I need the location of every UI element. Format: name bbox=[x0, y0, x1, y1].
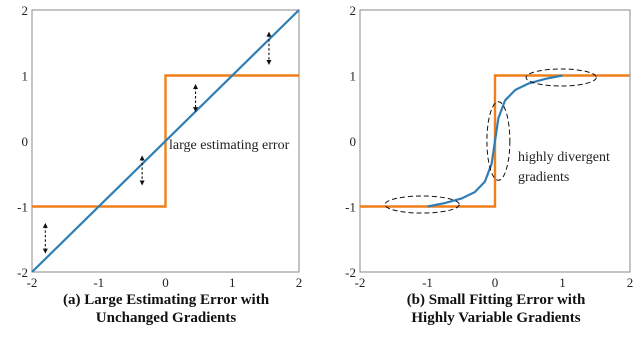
panel-b-x-tick-label: 1 bbox=[559, 275, 566, 290]
panel-a-error-arrow-head-up bbox=[266, 31, 272, 37]
panel-a-y-tick-label: 0 bbox=[22, 134, 29, 149]
panel-a-estimator-curve bbox=[31, 9, 300, 273]
panel-a-annotation: large estimating error bbox=[169, 138, 290, 153]
panel-b-y-tick-label: -1 bbox=[345, 200, 356, 215]
panel-a-error-arrow-head-up bbox=[139, 155, 145, 161]
panel-b-caption-line2: Highly Variable Gradients bbox=[411, 310, 580, 326]
panel-a-error-arrow-head-up bbox=[42, 222, 48, 228]
panel-b-frame bbox=[359, 9, 631, 273]
panel-a-y-tick-label: 1 bbox=[22, 69, 29, 84]
panel-b-x-tick-label: -1 bbox=[422, 275, 433, 290]
panel-a-x-tick-label: 2 bbox=[296, 275, 303, 290]
panel-a-error-arrow-head-down bbox=[42, 248, 48, 254]
panel-b-y-tick-label: 1 bbox=[350, 69, 357, 84]
panel-a-x-tick-label: 1 bbox=[229, 275, 236, 290]
panel-a-error-arrow-head-down bbox=[193, 107, 199, 113]
panel-a-error-arrow-head-down bbox=[266, 60, 272, 66]
panel-a-error-arrow-head-up bbox=[193, 84, 199, 90]
panel-b-highlight-ellipse bbox=[384, 195, 460, 214]
panel-b-x-tick-label: 2 bbox=[627, 275, 634, 290]
panel-b-caption-line1: (b) Small Fitting Error with bbox=[407, 292, 586, 308]
panel-a-x-tick-label: -1 bbox=[93, 275, 104, 290]
panel-b-annotation-line1: highly divergent bbox=[518, 150, 610, 165]
panel-a-error-arrow bbox=[139, 155, 145, 186]
panel-b-highlight-ellipse bbox=[525, 68, 597, 87]
panel-a-error-arrow bbox=[42, 222, 48, 254]
panel-a-error-arrow bbox=[193, 84, 199, 113]
panel-b-y-tick-label: -2 bbox=[345, 265, 356, 280]
panel-b-y-tick-label: 2 bbox=[350, 3, 357, 18]
panel-a-error-arrow bbox=[266, 31, 272, 66]
panel-a-frame bbox=[31, 9, 300, 273]
panel-b-annotation-line2: gradients bbox=[518, 170, 569, 185]
panel-a-caption-line2: Unchanged Gradients bbox=[96, 310, 237, 326]
panel-a-error-arrow-head-down bbox=[139, 180, 145, 186]
panel-a-chart: -2 -1 0 1 2 -2 -1 0 1 2 large estimating error (a… bbox=[17, 3, 302, 326]
panel-a-x-tick-label: 0 bbox=[162, 275, 169, 290]
panel-b-x-tick-label: -2 bbox=[355, 275, 366, 290]
panel-a-x-tick-label: -2 bbox=[27, 275, 38, 290]
panel-a-y-tick-label: -2 bbox=[17, 265, 28, 280]
panel-a-caption-line1: (a) Large Estimating Error with bbox=[63, 292, 270, 308]
panel-b-y-tick-label: 0 bbox=[350, 134, 357, 149]
panel-b-x-tick-label: 0 bbox=[492, 275, 499, 290]
panel-b-chart: -2 -1 0 1 2 -2 -1 0 1 2 highly divergent gradient… bbox=[345, 3, 633, 326]
panel-b-estimator-curve bbox=[427, 74, 563, 208]
panel-b-highlight-ellipse bbox=[486, 101, 511, 181]
panel-a-y-tick-label: -1 bbox=[17, 200, 28, 215]
panel-a-y-tick-label: 2 bbox=[22, 3, 29, 18]
